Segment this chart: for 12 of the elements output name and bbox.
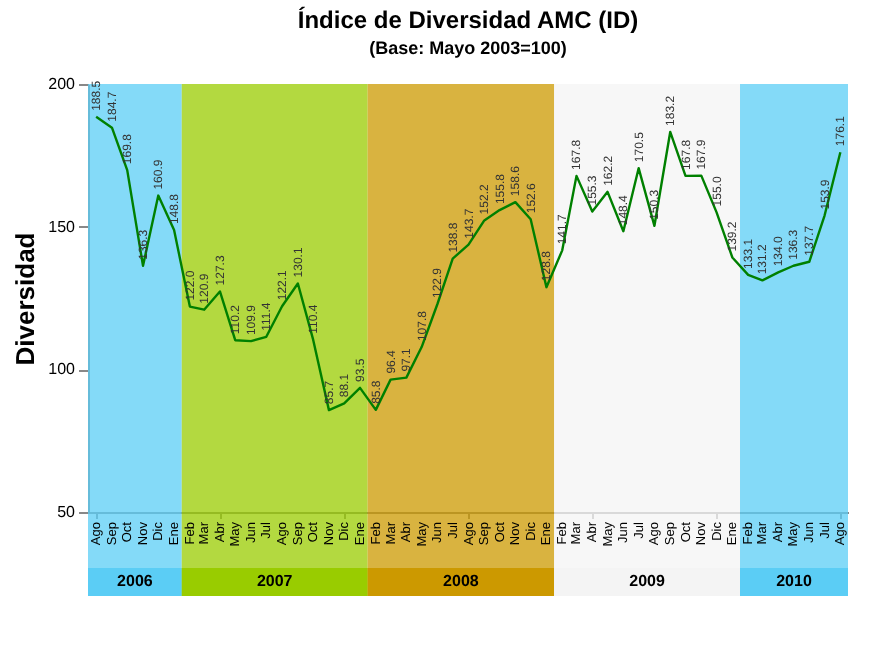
- y-tick-label: 50: [57, 503, 77, 521]
- chart-title: Índice de Diversidad AMC (ID): [297, 6, 639, 34]
- band-label: 2006: [117, 572, 154, 590]
- y-tick-label: 150: [48, 217, 77, 236]
- y-tick-label: 200: [48, 75, 77, 93]
- y-tick-label: 100: [48, 360, 77, 379]
- band-label: 2009: [629, 572, 666, 590]
- band-label: 2010: [776, 572, 813, 590]
- band-label: 2007: [256, 572, 294, 590]
- y-axis-title: Diversidad: [10, 232, 41, 366]
- chart-subtitle: (Base: Mayo 2003=100): [369, 38, 567, 58]
- band-label: 2008: [443, 572, 480, 590]
